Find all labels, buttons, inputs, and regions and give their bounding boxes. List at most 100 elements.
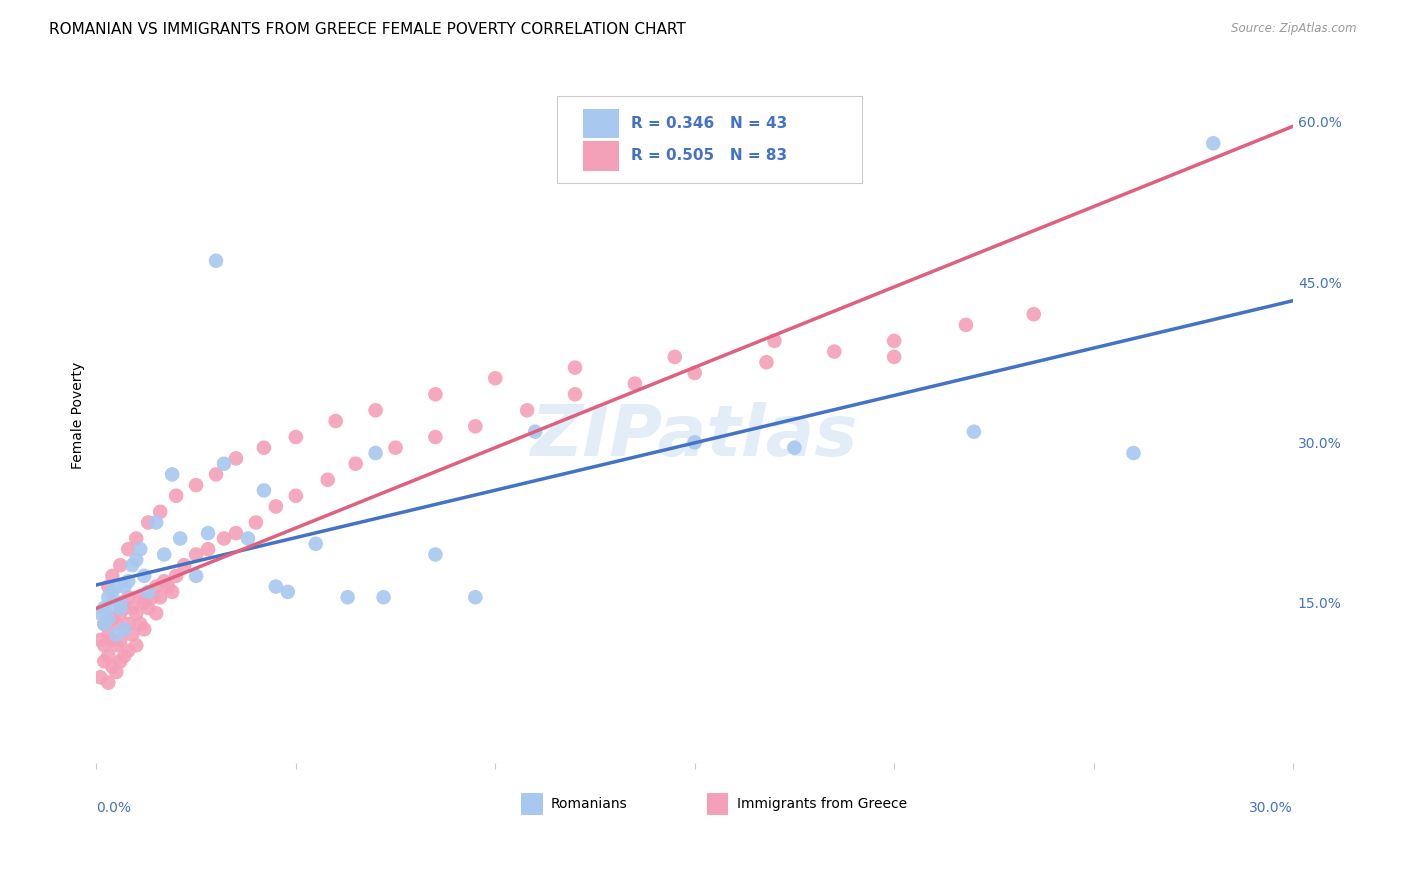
Point [464,419,486,434]
Point [117,643,139,657]
Point [236,532,259,546]
Point [93,616,115,631]
Point [101,632,124,647]
Point [112,622,135,636]
Point [97,591,120,605]
Y-axis label: Female Poverty: Female Poverty [72,362,86,469]
Point [373,591,395,605]
Point [245,516,267,530]
Point [305,537,328,551]
Point [145,580,167,594]
Point [89,607,111,621]
Point [683,435,706,450]
Point [755,355,778,369]
Point [101,659,124,673]
Bar [707,793,728,815]
Point [105,616,128,631]
Point [464,591,486,605]
Point [125,532,148,546]
Point [763,334,786,348]
Point [125,553,148,567]
Point [136,601,159,615]
Point [284,489,307,503]
Point [264,580,287,594]
Point [344,457,367,471]
Point [336,591,359,605]
Point [664,350,686,364]
Point [1122,446,1144,460]
Point [212,457,235,471]
Point [149,505,172,519]
Point [683,366,706,380]
Point [364,403,387,417]
Point [253,483,276,498]
Point [89,670,111,684]
Point [112,648,135,663]
Point [134,569,156,583]
Point [883,334,905,348]
Point [105,665,128,679]
Point [1202,136,1225,151]
Text: R = 0.505   N = 83: R = 0.505 N = 83 [631,148,787,163]
Point [129,591,152,605]
Bar [583,109,619,138]
Point [110,654,132,668]
Point [101,569,124,583]
Point [425,548,447,562]
Text: 0.0%: 0.0% [97,801,131,815]
Point [284,430,307,444]
Point [145,516,167,530]
Point [110,632,132,647]
Point [121,601,143,615]
Point [136,516,159,530]
Text: R = 0.346   N = 43: R = 0.346 N = 43 [631,116,787,131]
Point [125,638,148,652]
Point [160,467,183,482]
Point [97,611,120,625]
Point [153,548,176,562]
Point [253,441,276,455]
Point [364,446,387,460]
Point [129,542,152,557]
Point [205,467,228,482]
Point [212,532,235,546]
Point [112,580,135,594]
Point [117,542,139,557]
Point [160,585,183,599]
Point [564,387,586,401]
Point [823,344,845,359]
Bar [522,793,543,815]
Bar [583,142,619,170]
Point [145,607,167,621]
Point [117,574,139,589]
Point [117,616,139,631]
Point [384,441,406,455]
Point [93,638,115,652]
Point [425,387,447,401]
Point [484,371,506,385]
Point [624,376,647,391]
Point [136,585,159,599]
Point [121,558,143,573]
Point [173,558,195,573]
Point [963,425,986,439]
Point [134,622,156,636]
Point [129,616,152,631]
Point [110,607,132,621]
Text: 30.0%: 30.0% [1250,801,1294,815]
Point [105,627,128,641]
Point [97,675,120,690]
Point [153,574,176,589]
Point [105,638,128,652]
Point [89,632,111,647]
Point [1022,307,1045,321]
Point [121,627,143,641]
Point [110,596,132,610]
Point [184,569,207,583]
Point [316,473,339,487]
Point [110,558,132,573]
Point [955,318,977,332]
Text: ROMANIAN VS IMMIGRANTS FROM GREECE FEMALE POVERTY CORRELATION CHART: ROMANIAN VS IMMIGRANTS FROM GREECE FEMAL… [49,22,686,37]
Point [264,500,287,514]
Point [184,548,207,562]
